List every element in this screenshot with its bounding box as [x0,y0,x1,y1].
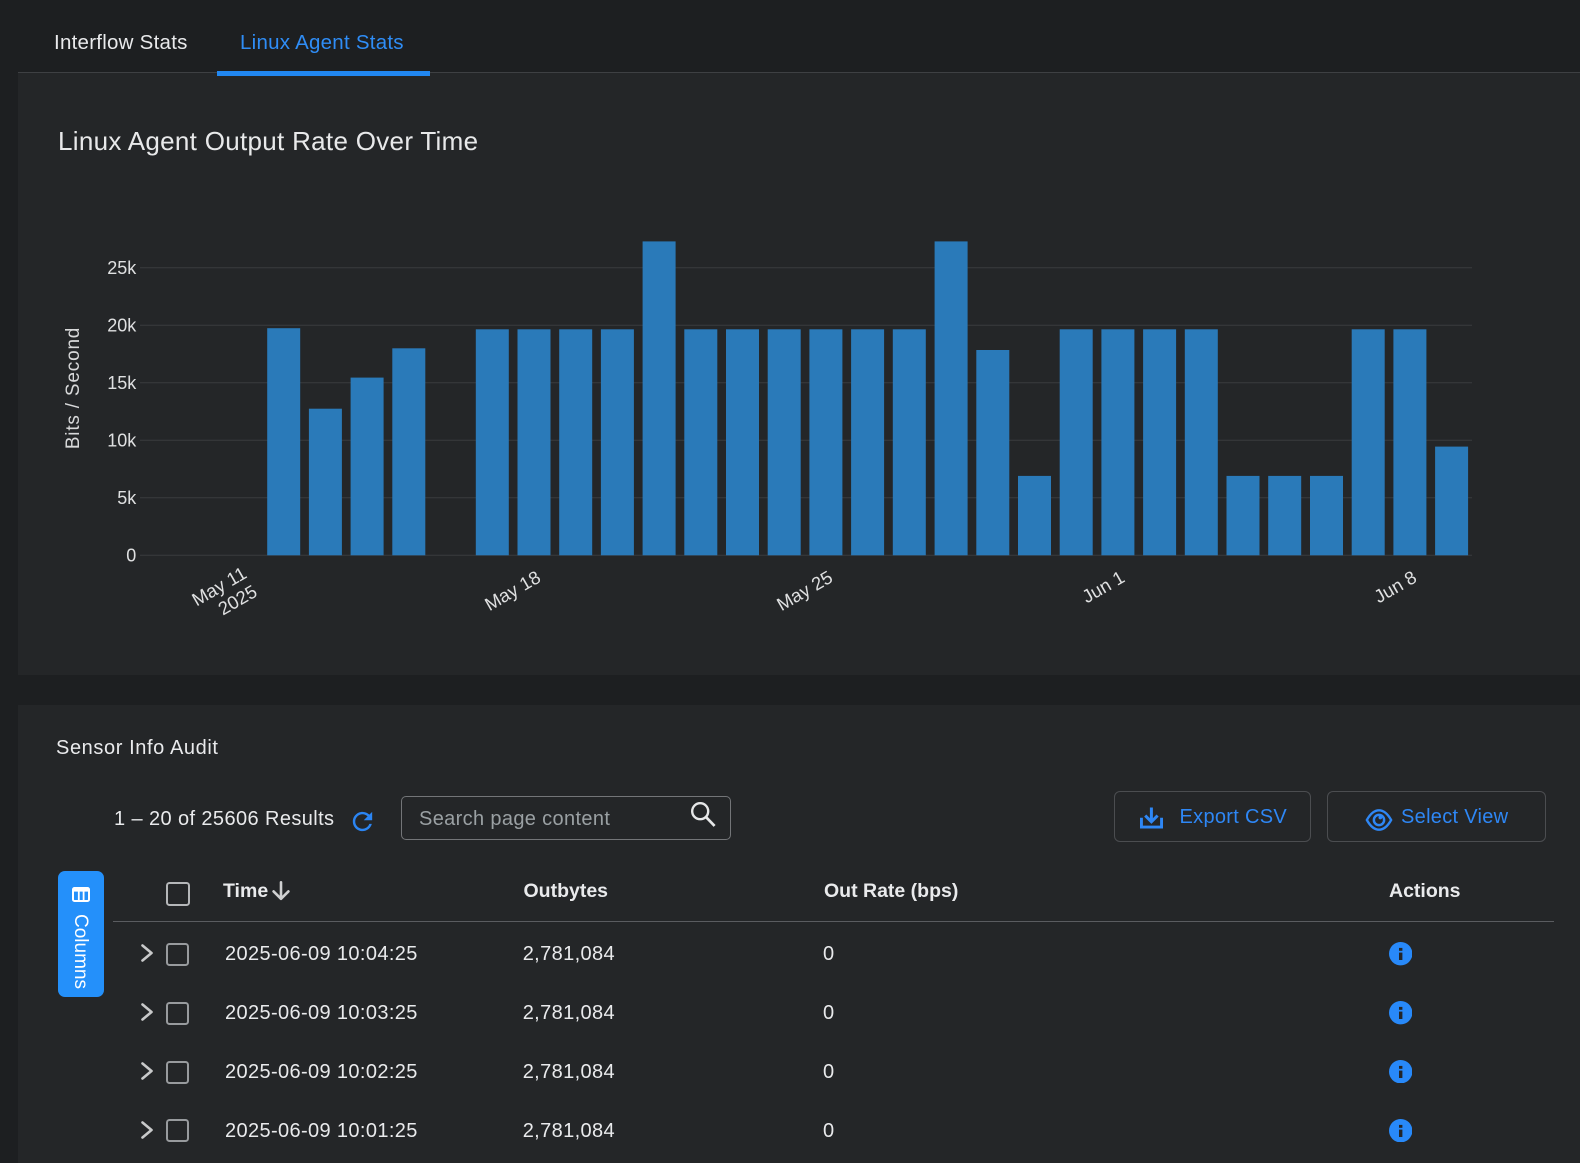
svg-text:15k: 15k [107,373,137,393]
svg-text:25k: 25k [107,258,137,278]
svg-text:Jun 8: Jun 8 [1370,566,1420,607]
svg-text:May 25: May 25 [773,566,836,615]
svg-text:20k: 20k [107,316,137,336]
svg-text:Jun 1: Jun 1 [1078,566,1128,607]
svg-text:5k: 5k [117,488,137,508]
svg-text:10k: 10k [107,431,137,451]
svg-text:0: 0 [126,546,136,566]
svg-text:May 18: May 18 [481,566,544,615]
svg-text:May 112025: May 112025 [188,562,260,628]
svg-text:Bits / Second: Bits / Second [63,327,84,449]
